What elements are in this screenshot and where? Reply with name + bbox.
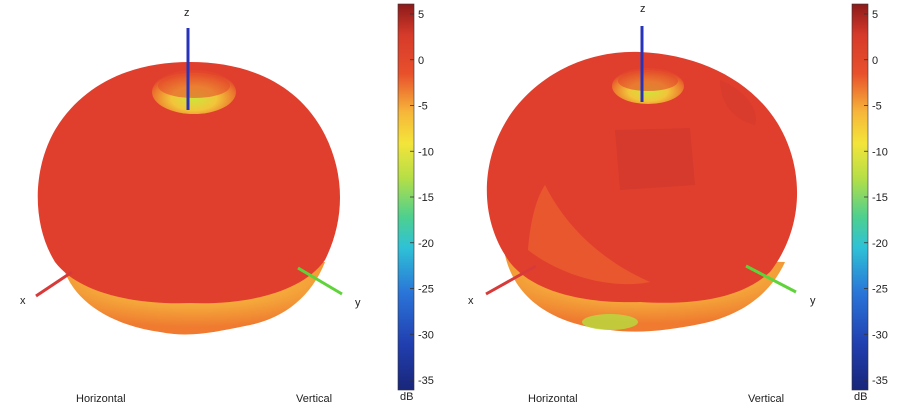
left-bottom-right-label: Vertical [296,393,332,402]
right-colorbar: 5 0 -5 -10 -15 -20 -25 -30 -35 dB [851,3,888,402]
right-z-axis-label: z [640,3,646,15]
left-pattern-panel: z x y Horizontal Vertical [20,7,361,402]
right-x-axis-label: x [468,295,474,307]
left-colorbar-tick-label: -35 [418,375,434,387]
left-colorbar-tick-label: -5 [418,101,428,113]
right-colorbar-tick-label: -30 [872,329,888,341]
right-y-axis-line [745,264,797,294]
right-colorbar-tick-label: -35 [872,375,888,387]
left-bottom-left-label: Horizontal [76,393,126,402]
left-x-axis-label: x [20,295,26,307]
left-y-axis-line [297,266,343,296]
right-colorbar-unit: dB [854,391,867,402]
left-y-axis-label: y [355,297,361,309]
right-colorbar-tick-label: 5 [872,9,878,21]
left-z-axis-label: z [184,7,190,19]
right-colorbar-tick-label: -25 [872,284,888,296]
right-pattern-panel: z x y Horizontal Vertical [468,3,816,402]
right-colorbar-tick-label: 0 [872,55,878,67]
right-y-axis-label: y [810,295,816,307]
left-colorbar-tick-label: -30 [418,329,434,341]
right-colorbar-tick-label: -5 [872,101,882,113]
left-colorbar-tick-label: -25 [418,284,434,296]
left-colorbar-tick-label: -10 [418,146,434,158]
right-x-axis-line [485,264,537,296]
left-colorbar: 5 0 -5 -10 -15 -20 -25 -30 -35 dB [397,3,434,402]
left-colorbar-tick-label: 5 [418,9,424,21]
right-colorbar-tick-label: -20 [872,238,888,250]
right-colorbar-tick-label: -15 [872,192,888,204]
left-colorbar-tick-label: -15 [418,192,434,204]
left-colorbar-unit: dB [400,391,413,402]
right-bottom-left-label: Horizontal [528,393,578,402]
left-colorbar-tick-label: -20 [418,238,434,250]
right-colorbar-tick-label: -10 [872,146,888,158]
left-x-axis-line [35,270,73,298]
left-pattern-main-lobe [37,62,340,304]
left-colorbar-tick-label: 0 [418,55,424,67]
right-bottom-right-label: Vertical [748,393,784,402]
